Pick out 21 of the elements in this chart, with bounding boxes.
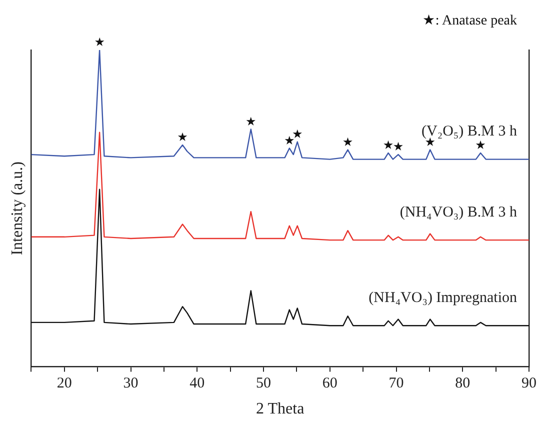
series-label: (NH₄VO₃) B.M 3 h <box>400 204 518 221</box>
x-tick-label: 80 <box>455 376 470 392</box>
y-axis-title: Intensity (a.u.) <box>8 162 26 256</box>
x-tick-label: 30 <box>123 376 138 392</box>
annotation: ★ <box>475 138 486 152</box>
annotation: ★ <box>94 35 105 50</box>
x-axis-title: 2 Theta <box>256 400 304 418</box>
annotation: ★ <box>177 130 188 144</box>
x-tick-label: 40 <box>190 376 205 392</box>
x-tick-label: 20 <box>56 376 72 392</box>
annotation: ★ <box>392 140 404 154</box>
annotation: ★ <box>342 134 354 149</box>
x-tick-label: 70 <box>388 376 404 392</box>
series-label: (NH₄VO₃) Impregnation <box>368 290 518 306</box>
x-tick-label: 90 <box>522 376 536 392</box>
annotation: ★ <box>246 114 256 128</box>
text: ★: Anatase peak <box>422 14 517 29</box>
x-tick-label: 50 <box>256 376 272 392</box>
annotation: ★ <box>382 138 394 152</box>
x-tick-label: 60 <box>322 376 338 392</box>
annotation: ★ <box>284 133 295 148</box>
